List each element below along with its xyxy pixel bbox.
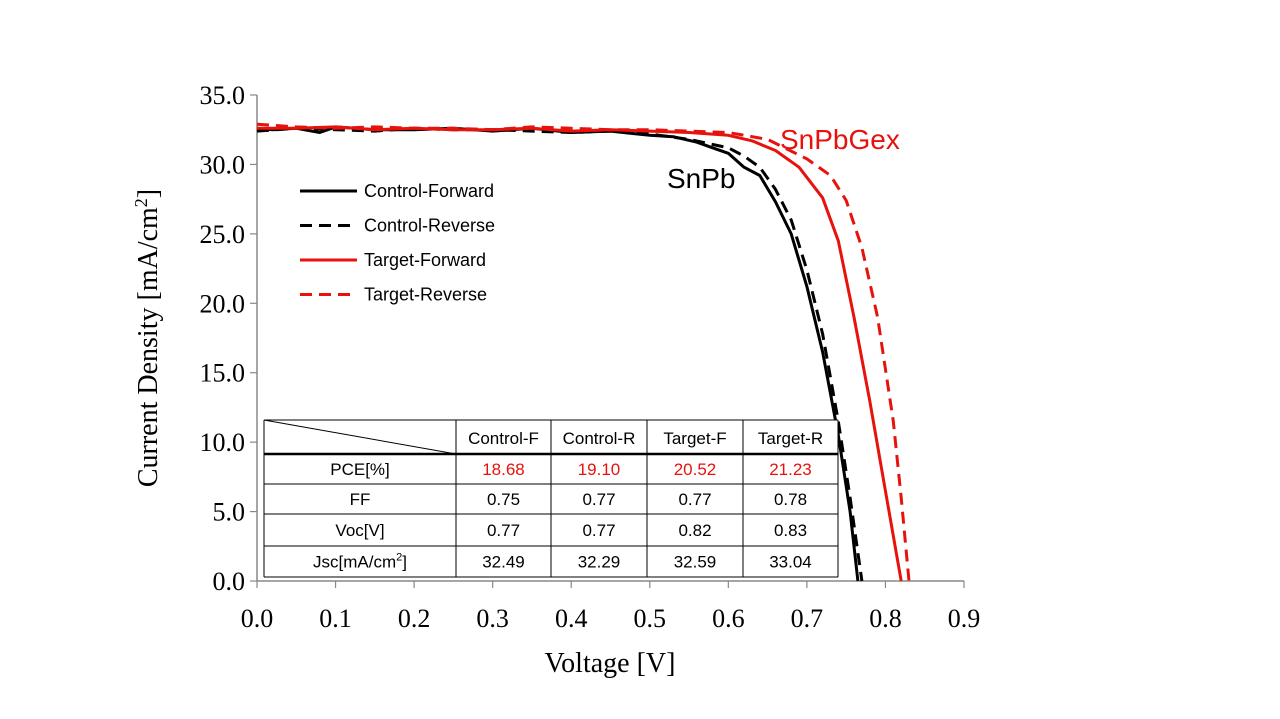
y-axis-label-main: Current Density [mA/cm xyxy=(133,207,164,487)
table-row-label-main: Jsc[mA/cm xyxy=(313,553,396,572)
table-cell: 18.68 xyxy=(482,460,525,479)
table-col-header: Control-F xyxy=(468,429,539,448)
x-tick-label: 0.9 xyxy=(948,604,981,633)
table-col-header: Control-R xyxy=(563,429,636,448)
table-cell: 0.77 xyxy=(487,521,520,540)
table-row-label-main: Voc[V] xyxy=(335,521,384,540)
legend-label: Control-Reverse xyxy=(364,216,495,236)
x-tick-label: 0.5 xyxy=(634,604,667,633)
table-row-label-main: FF xyxy=(350,490,371,509)
table-cell: 0.77 xyxy=(582,490,615,509)
table-cell: 32.49 xyxy=(482,553,525,572)
y-tick-label: 35.0 xyxy=(200,81,246,110)
table-cell: 0.82 xyxy=(678,521,711,540)
table-row-label-main: PCE[%] xyxy=(330,460,390,479)
y-tick-label: 15.0 xyxy=(200,359,246,388)
table-row-label-end: ] xyxy=(402,553,407,572)
table-row-label-sup: 2 xyxy=(396,552,402,564)
y-axis-label-end: ] xyxy=(133,189,164,198)
annotation-snpb: SnPb xyxy=(667,163,736,194)
y-tick-label: 20.0 xyxy=(200,289,246,318)
table-col-header: Target-R xyxy=(758,429,823,448)
legend-label: Target-Forward xyxy=(364,250,486,270)
y-tick-label: 10.0 xyxy=(200,428,246,457)
table-row-label: Jsc[mA/cm2] xyxy=(313,552,407,572)
y-tick-label: 5.0 xyxy=(213,498,246,527)
table-cell: 21.23 xyxy=(769,460,812,479)
series-line-target-reverse xyxy=(256,122,911,582)
x-tick-label: 0.8 xyxy=(869,604,902,633)
table-cell: 0.83 xyxy=(774,521,807,540)
x-tick-label: 0.6 xyxy=(712,604,745,633)
table-cell: 32.29 xyxy=(578,553,621,572)
table-cell: 0.77 xyxy=(678,490,711,509)
y-tick-label: 30.0 xyxy=(200,150,246,179)
x-tick-label: 0.0 xyxy=(241,604,274,633)
y-tick-label: 0.0 xyxy=(213,567,246,596)
x-tick-label: 0.1 xyxy=(319,604,352,633)
legend: Control-Forward Control-Reverse Target-For… xyxy=(300,181,495,305)
legend-label: Target-Reverse xyxy=(364,285,487,305)
y-axis-label-sup: 2 xyxy=(131,198,151,207)
table-row-label: FF xyxy=(350,490,371,509)
table-corner-diagonal xyxy=(263,419,457,455)
x-tick-label: 0.7 xyxy=(791,604,824,633)
table-cell: 20.52 xyxy=(674,460,717,479)
table-cell: 32.59 xyxy=(674,553,717,572)
x-axis-label: Voltage [V] xyxy=(545,648,676,679)
annotation-snpbgex: SnPbGex xyxy=(780,124,900,155)
table-cell: 0.78 xyxy=(774,490,807,509)
x-tick-label: 0.2 xyxy=(398,604,431,633)
axes: 0.0 0.1 0.2 0.3 0.4 0.5 0.6 0.7 0.8 0.9 0.0 5.0 10.0… xyxy=(200,81,981,633)
annotations: SnPb SnPbGex xyxy=(667,124,900,194)
x-tick-label: 0.3 xyxy=(476,604,509,633)
table-row-label: Voc[V] xyxy=(335,521,384,540)
table-cell: 33.04 xyxy=(769,553,812,572)
legend-label: Control-Forward xyxy=(364,181,494,201)
y-tick-label: 25.0 xyxy=(200,220,246,249)
x-tick-label: 0.4 xyxy=(555,604,588,633)
table-cell: 19.10 xyxy=(578,460,621,479)
curves xyxy=(256,122,911,582)
results-table: Control-F Control-R Target-F Target-R PCE[%]… xyxy=(263,419,839,578)
table-col-header: Target-F xyxy=(663,429,726,448)
y-axis-label: Current Density [mA/cm2] xyxy=(131,189,164,487)
table-cell: 0.77 xyxy=(582,521,615,540)
table-row-label: PCE[%] xyxy=(330,460,390,479)
table-cell: 0.75 xyxy=(487,490,520,509)
